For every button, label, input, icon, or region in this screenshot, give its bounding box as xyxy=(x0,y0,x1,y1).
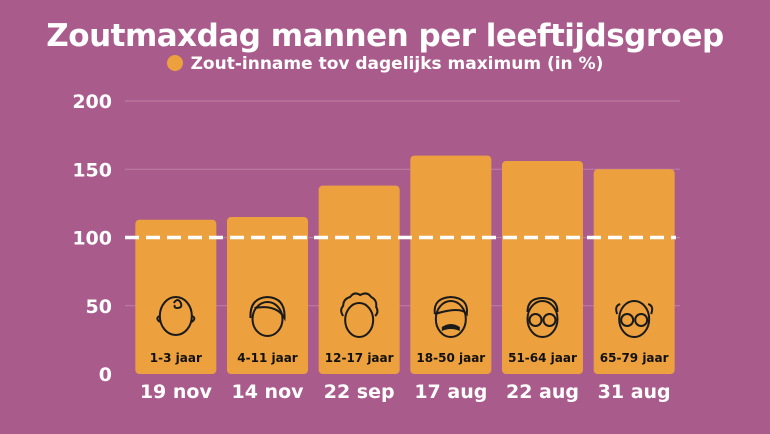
mustache-face-icon xyxy=(433,295,469,338)
bar xyxy=(318,185,400,374)
x-tick-label: 19 nov xyxy=(140,381,213,403)
bar xyxy=(227,217,308,374)
x-tick-label: 14 nov xyxy=(231,381,304,403)
bar-age-label: 4-11 jaar xyxy=(237,351,298,365)
glasses-left xyxy=(620,313,635,327)
hair xyxy=(526,296,559,313)
bar-age-label: 18-50 jaar xyxy=(416,351,485,365)
hair xyxy=(249,295,286,322)
child-face-icon xyxy=(249,295,286,337)
bar xyxy=(593,169,675,374)
legend-swatch xyxy=(166,55,183,71)
y-tick-label: 150 xyxy=(72,159,112,181)
teen-face-icon xyxy=(340,292,379,338)
bar xyxy=(502,161,583,374)
bar-age-label: 12-17 jaar xyxy=(325,351,394,365)
face-outline xyxy=(251,301,284,337)
bar-age-label: 51-64 jaar xyxy=(508,351,577,365)
y-tick-label: 0 xyxy=(99,364,112,386)
glasses-right xyxy=(634,313,649,327)
y-tick-label: 50 xyxy=(86,296,112,318)
bar xyxy=(410,155,492,374)
y-tick-label: 100 xyxy=(72,228,112,250)
glasses-face-icon xyxy=(526,296,559,338)
legend-label: Zout-inname tov dagelijks maximum (in %) xyxy=(190,54,604,74)
face-outline xyxy=(344,302,375,338)
glasses-right xyxy=(542,313,557,327)
face-outline xyxy=(526,300,559,338)
baby-face-icon xyxy=(156,296,196,336)
side-hair xyxy=(615,303,654,315)
ears xyxy=(156,315,196,323)
x-tick-label: 22 aug xyxy=(506,381,579,403)
y-tick-label: 200 xyxy=(72,91,112,113)
glasses-left xyxy=(528,313,543,327)
legend: Zout-inname tov dagelijks maximum (in %) xyxy=(0,54,770,74)
x-tick-label: 17 aug xyxy=(414,381,487,403)
face-outline xyxy=(434,300,467,338)
hair-curl xyxy=(173,299,183,310)
hair xyxy=(433,295,469,317)
bar-age-label: 1-3 jaar xyxy=(150,351,202,365)
mustache xyxy=(441,324,460,331)
x-tick-label: 31 aug xyxy=(598,381,671,403)
chart-title: Zoutmaxdag mannen per leeftijdsgroep xyxy=(46,18,724,54)
x-tick-label: 22 sep xyxy=(324,381,395,403)
face-outline xyxy=(158,296,193,336)
bar-age-label: 65-79 jaar xyxy=(600,351,669,365)
senior-face-icon xyxy=(615,300,654,338)
curly-hair xyxy=(340,292,379,317)
face-outline xyxy=(618,300,651,338)
